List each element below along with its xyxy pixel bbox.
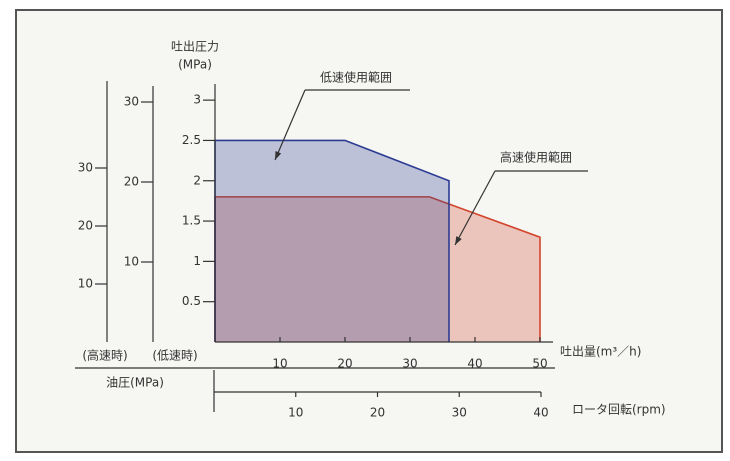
rpm-tick-label: 40 <box>533 406 548 420</box>
low_axis-tick-label: 20 <box>124 175 139 189</box>
frame <box>15 9 723 453</box>
rpm-axis-title: ロータ回転(rpm) <box>572 403 666 417</box>
arrow-head <box>275 151 282 160</box>
y-tick-label: 2 <box>193 173 201 187</box>
leader <box>454 170 496 246</box>
area-fill <box>215 140 449 342</box>
pressure-label: 油圧(MPa) <box>106 376 164 390</box>
y-tick-label: 1 <box>193 254 201 268</box>
x-tick-label: 40 <box>467 357 482 371</box>
y-tick-label: 2.5 <box>182 133 201 147</box>
x-tick-label: 10 <box>272 357 287 371</box>
x-tick-label: 50 <box>532 357 547 371</box>
series-label: 高速使用範囲 <box>500 150 572 165</box>
area-fill <box>215 196 540 342</box>
low-axis-label: (低速時) <box>152 349 197 363</box>
high_axis-tick-label: 20 <box>78 219 93 233</box>
x-axis-title: 吐出量(m³／h) <box>560 345 641 359</box>
y-axis-title: 吐出圧力 <box>171 40 219 54</box>
x-tick-label: 20 <box>337 357 352 371</box>
series-label: 低速使用範囲 <box>320 70 392 85</box>
low_axis-tick-label: 10 <box>124 255 139 269</box>
y-tick-label: 3 <box>193 93 201 107</box>
rpm-tick-label: 10 <box>288 406 303 420</box>
low_axis-tick-label: 30 <box>124 95 139 109</box>
rpm-tick-label: 30 <box>452 406 467 420</box>
leader <box>274 89 306 161</box>
rpm-tick-label: 20 <box>370 406 385 420</box>
y-tick-label: 1.5 <box>182 214 201 228</box>
y-tick-label: 0.5 <box>182 294 201 308</box>
high_axis-tick-label: 10 <box>78 277 93 291</box>
high-axis-label: (高速時) <box>82 348 127 363</box>
x-tick-label: 30 <box>402 357 417 371</box>
high_axis-tick-label: 30 <box>78 161 93 175</box>
y-axis-unit: (MPa) <box>178 58 212 72</box>
arrow-head <box>455 236 462 245</box>
